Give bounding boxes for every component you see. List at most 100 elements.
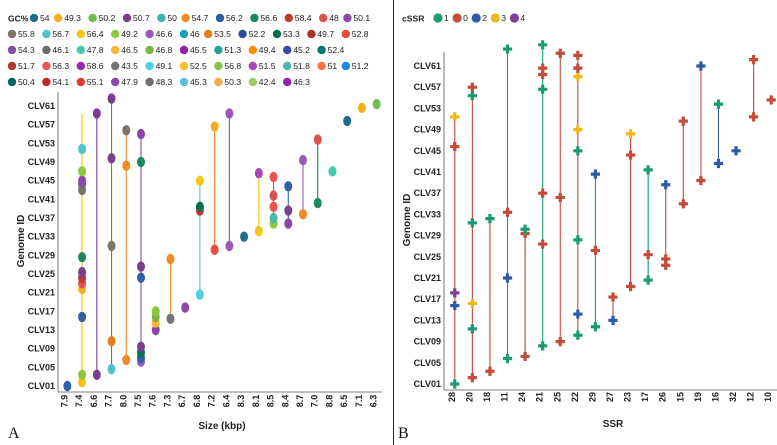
legend-swatch <box>452 13 462 23</box>
y-tick-label: CLV37 <box>414 188 441 198</box>
x-tick-label: 8.5 <box>266 395 276 408</box>
x-tick-label: 28 <box>447 392 457 402</box>
legend-swatch <box>181 13 190 23</box>
x-tick-label: 21 <box>535 392 545 402</box>
legend-swatch <box>145 77 154 87</box>
legend-swatch <box>248 45 257 55</box>
data-point <box>269 190 278 201</box>
data-point <box>502 44 513 54</box>
legend-swatch <box>509 13 519 23</box>
y-tick-label: CLV05 <box>28 362 55 372</box>
data-point <box>766 95 776 105</box>
legend-swatch <box>7 77 17 87</box>
legend-swatch <box>145 61 154 71</box>
legend-label: 56.2 <box>226 13 243 23</box>
legend-swatch <box>122 13 132 23</box>
legend-swatch <box>145 29 154 39</box>
data-point <box>696 61 706 71</box>
data-point <box>137 128 145 140</box>
data-point <box>502 353 513 364</box>
legend-label: 49.4 <box>259 45 276 55</box>
legend-label: 55.8 <box>18 29 35 39</box>
data-point <box>608 292 618 302</box>
legend-swatch <box>54 13 63 23</box>
data-point <box>78 266 87 278</box>
data-point <box>225 240 234 252</box>
x-tick-label: 8.0 <box>118 395 128 408</box>
legend-swatch <box>341 29 350 39</box>
x-tick-label: 16 <box>710 392 720 402</box>
y-tick-label: CLV17 <box>28 306 55 316</box>
legend-label: 58.4 <box>295 13 312 23</box>
y-tick-label: CLV49 <box>414 125 441 135</box>
x-tick-label: 7.6 <box>148 395 158 408</box>
legend-swatch <box>283 45 292 55</box>
legend-swatch <box>7 61 17 71</box>
x-tick-label: 8.1 <box>251 395 261 408</box>
x-tick-label: 19 <box>693 392 703 402</box>
legend-swatch <box>7 29 17 39</box>
data-point <box>467 324 477 334</box>
data-point <box>313 134 322 145</box>
data-point <box>696 175 706 186</box>
data-point <box>643 165 653 175</box>
y-tick-label: CLV01 <box>414 379 441 389</box>
data-point <box>538 69 548 80</box>
legend-label: 54.1 <box>52 77 69 87</box>
y-axis-title: Genome ID <box>402 194 413 247</box>
x-tick-label: 8.7 <box>295 395 305 408</box>
y-tick-label: CLV21 <box>28 288 55 298</box>
legend-label: 52.4 <box>328 45 345 55</box>
data-point <box>678 116 688 126</box>
data-point <box>78 175 87 186</box>
data-point <box>254 225 263 237</box>
data-point <box>573 309 583 319</box>
x-tick-label: 6.7 <box>177 395 187 408</box>
legend-swatch <box>76 45 86 55</box>
data-point <box>210 121 219 132</box>
x-tick-label: 7.2 <box>207 395 217 408</box>
legend-swatch <box>248 77 257 87</box>
x-tick-label: 20 <box>464 392 474 402</box>
legend-swatch <box>76 61 86 71</box>
legend-label: 53.5 <box>214 29 231 39</box>
data-point <box>78 166 87 177</box>
data-point <box>122 125 131 136</box>
legend-swatch <box>343 13 352 23</box>
y-tick-label: CLV41 <box>28 194 55 204</box>
legend-swatch <box>284 13 293 23</box>
data-point <box>254 168 263 179</box>
data-point <box>92 108 101 119</box>
x-tick-label: 6.4 <box>221 395 231 408</box>
legend-swatch <box>317 61 326 71</box>
data-point <box>590 322 601 332</box>
data-point <box>643 250 653 260</box>
panel-label: A <box>8 425 20 442</box>
legend-label: 50.7 <box>133 13 150 23</box>
data-point <box>137 261 145 272</box>
x-tick-label: 8.3 <box>236 395 246 408</box>
data-point <box>137 272 145 283</box>
y-tick-label: CLV17 <box>414 294 441 304</box>
x-tick-label: 18 <box>482 392 492 402</box>
data-point <box>467 373 477 383</box>
x-tick-label: 11 <box>500 392 510 402</box>
legend-swatch <box>283 61 292 71</box>
x-tick-label: 10 <box>763 392 773 402</box>
y-tick-label: CLV61 <box>414 61 441 71</box>
x-tick-label: 7.3 <box>162 395 172 408</box>
x-tick-label: 7.7 <box>104 395 114 408</box>
data-point <box>328 166 337 177</box>
data-point <box>573 125 583 135</box>
data-point <box>269 212 278 224</box>
legend-swatch <box>42 29 51 39</box>
legend-swatch <box>250 13 259 23</box>
y-tick-label: CLV61 <box>28 101 55 111</box>
data-point <box>240 231 249 242</box>
y-tick-label: CLV05 <box>414 358 441 368</box>
legend-swatch <box>433 13 443 23</box>
x-tick-label: 6.5 <box>339 395 349 408</box>
x-tick-label: 7.4 <box>74 395 84 408</box>
x-tick-label: 29 <box>587 392 597 402</box>
